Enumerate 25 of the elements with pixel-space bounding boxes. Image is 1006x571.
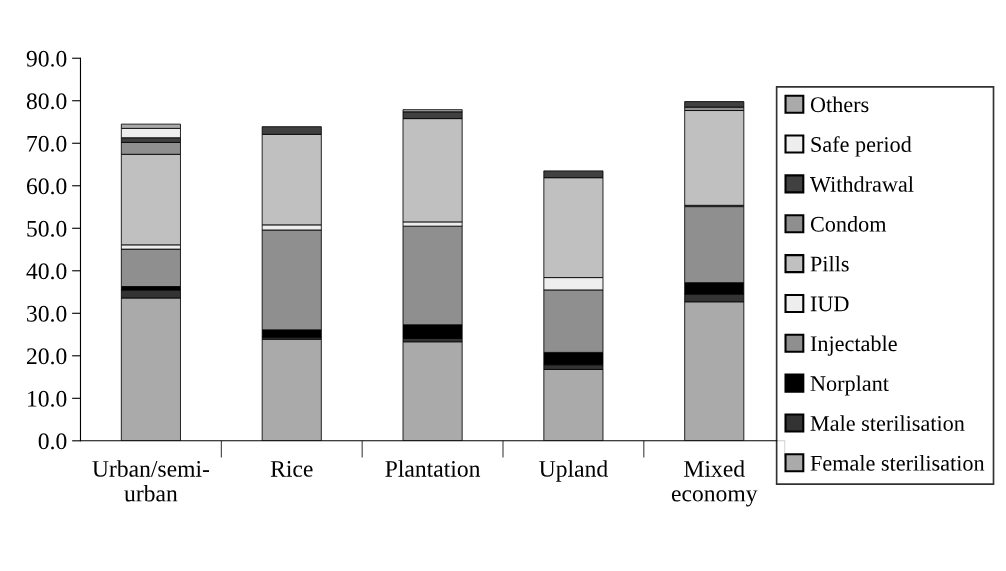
y-tick-label: 90.0 (26, 50, 67, 67)
legend-label: Condom (810, 216, 887, 232)
y-tick-label: 70.0 (27, 135, 67, 152)
legend-label: Norplant (810, 375, 889, 396)
y-tick-label: 0.0 (38, 433, 67, 450)
legend-label: Withdrawal (809, 176, 914, 192)
legend-label: IUD (810, 296, 849, 312)
y-tick-label: 30.0 (27, 305, 67, 322)
y-tick-label: 40.0 (26, 263, 67, 280)
y-tick-label: 50.0 (27, 220, 67, 237)
y-tick-label: 60.0 (26, 178, 67, 195)
legend-label: Pills (810, 255, 849, 272)
x-tick-label: Rice (270, 461, 313, 477)
x-tick-label: Plantation (385, 460, 481, 477)
legend-label: Female sterilisation (810, 455, 985, 471)
x-tick-label: Urban/semi- urban (92, 460, 210, 502)
y-tick-label: 10.0 (28, 390, 67, 407)
y-tick-label: 20.0 (27, 348, 67, 365)
legend-label: Safe period (811, 136, 912, 157)
legend-label: Others (810, 96, 869, 113)
legend-label: Injectable (810, 335, 897, 356)
legend-label: Male sterilisation (810, 415, 965, 431)
y-tick-label: 80.0 (26, 93, 67, 110)
x-tick-label: Mixed economy (671, 460, 758, 507)
x-tick-label: Upland (539, 460, 608, 482)
